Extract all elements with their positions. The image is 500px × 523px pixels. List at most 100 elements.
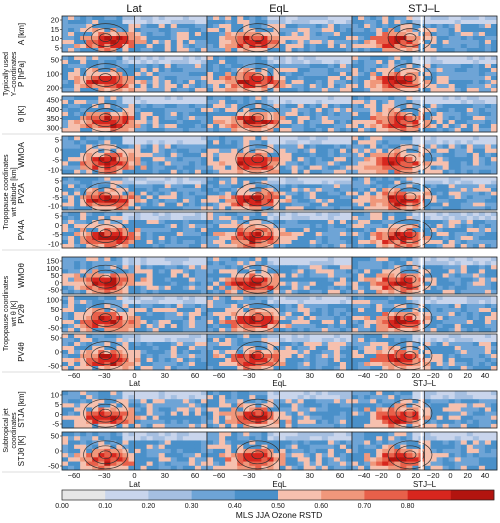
heatmap-cell [430,108,437,113]
contour-line [99,73,112,82]
heatmap-cell [364,240,371,245]
heatmap-cell [309,265,317,270]
heatmap-cell [219,285,226,291]
heatmap-cell [321,140,329,145]
heatmap-cell [460,220,468,225]
heatmap-cell [406,188,413,193]
heatmap-cell [68,277,75,283]
heatmap-cell [285,308,292,313]
heatmap-cell [237,228,244,233]
heatmap-cell [484,60,492,65]
heatmap-cell [110,112,117,117]
heatmap-cell [207,36,214,41]
heatmap-cell [62,116,69,121]
heatmap-cell [261,128,268,133]
heatmap-cell [484,96,492,101]
heatmap-cell [134,224,141,229]
heatmap-cell [152,289,160,295]
heatmap-cell [225,140,232,145]
heatmap-cell [98,304,105,309]
contour-line [403,113,417,122]
heatmap-cell [249,136,256,141]
heatmap-cell [291,157,299,162]
heatmap-cell [273,177,280,182]
heatmap-cell [134,269,141,274]
heatmap-cell [176,300,184,305]
heatmap-cell [188,232,196,237]
heatmap-cell [358,177,365,182]
heatmap-cell [182,184,190,189]
heatmap-cell [285,281,292,287]
heatmap-cell [303,36,311,41]
heatmap-cell [225,184,232,189]
heatmap-cell [200,157,208,162]
heatmap-cell [74,257,81,262]
heatmap-cell [273,72,280,77]
heatmap-cell [315,136,323,141]
heatmap-cell [188,188,196,193]
heatmap-cell [273,277,280,283]
heatmap-cell [243,169,250,175]
heatmap-cell [273,195,280,200]
heatmap-cell [267,100,274,105]
heatmap-cell [200,20,208,25]
heatmap-cell [309,188,317,193]
heatmap-cell [188,269,196,274]
heatmap-cell [436,285,444,291]
heatmap-cell [358,80,365,85]
heatmap-cell [207,144,214,150]
heatmap-cell [267,216,274,221]
heatmap-cell [188,40,196,45]
heatmap-cell [249,36,256,41]
heatmap-cell [219,304,226,309]
heatmap-cell [394,116,401,121]
heatmap-cell [68,64,75,69]
heatmap-cell [116,257,123,262]
heatmap-cell [134,165,141,171]
heatmap-cell [110,60,117,65]
heatmap-cell [188,165,196,171]
heatmap-cell [261,60,268,65]
heatmap-cell [243,80,250,85]
heatmap-cell [92,220,99,225]
heatmap-cell [164,72,172,77]
heatmap-cell [291,228,299,233]
heatmap-cell [182,265,190,270]
heatmap-cell [442,188,450,193]
heatmap-cell [490,96,498,101]
heatmap-cell [466,76,474,81]
heatmap-cell [364,128,371,133]
heatmap-cell [315,16,323,21]
heatmap-cell [116,296,123,301]
heatmap-cell [243,261,250,266]
heatmap-cell [448,195,456,200]
heatmap-cell [231,269,238,274]
heatmap-cell [267,84,274,89]
heatmap-cell [333,100,341,105]
heatmap-cell [466,257,474,262]
heatmap-cell [182,144,190,150]
heatmap-cell [219,273,226,278]
heatmap-cell [309,184,317,189]
heatmap-cell [466,116,474,121]
heatmap-cell [140,212,147,217]
heatmap-cell [104,32,111,37]
heatmap-cell [412,24,419,29]
heatmap-cell [128,281,135,287]
heatmap-cell [255,240,262,245]
heatmap-cell [279,191,286,196]
heatmap-cell [98,32,105,37]
heatmap-cell [140,184,147,189]
heatmap-cell [225,157,232,162]
heatmap-cell [442,216,450,221]
heatmap-cell [466,236,474,241]
heatmap-cell [68,124,75,129]
heatmap-cell [436,40,444,45]
heatmap-cell [62,180,69,185]
heatmap-cell [448,112,456,117]
heatmap-cell [490,152,498,158]
heatmap-cell [225,96,232,101]
heatmap-cell [279,128,286,133]
heatmap-cell [231,188,238,193]
heatmap-cell [207,116,214,121]
